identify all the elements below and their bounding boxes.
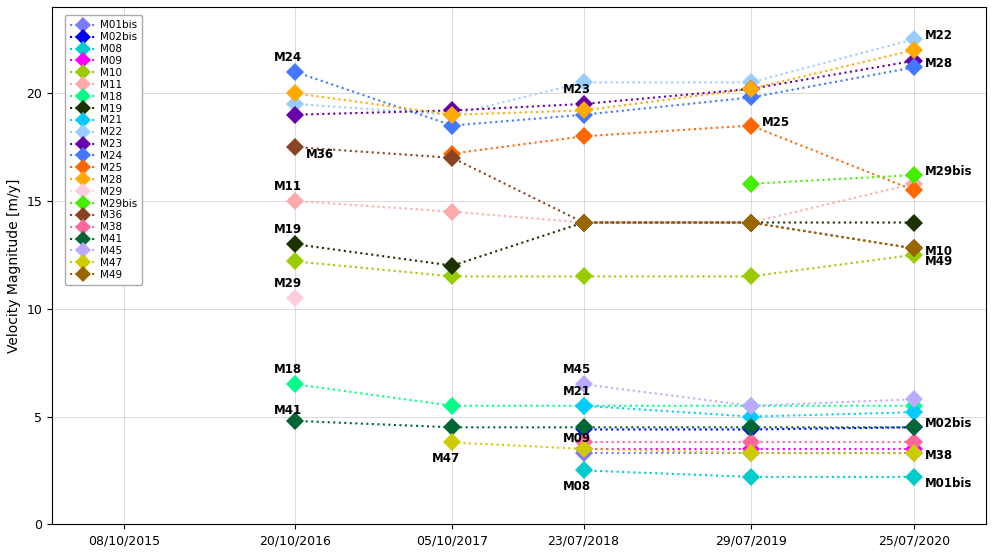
Text: M45: M45 (563, 363, 591, 376)
Text: M29: M29 (274, 277, 302, 290)
Text: M25: M25 (762, 116, 790, 129)
Text: M28: M28 (925, 57, 953, 70)
Text: M41: M41 (274, 404, 302, 417)
Text: M24: M24 (274, 50, 302, 64)
Text: M02bis: M02bis (925, 417, 972, 430)
Text: M18: M18 (274, 363, 302, 376)
Text: M21: M21 (563, 384, 591, 398)
Text: M01bis: M01bis (925, 476, 972, 490)
Text: M08: M08 (563, 480, 591, 493)
Text: M09: M09 (563, 432, 591, 445)
Legend: M01bis, M02bis, M08, M09, M10, M11, M18, M19, M21, M22, M23, M24, M25, M28, M29,: M01bis, M02bis, M08, M09, M10, M11, M18,… (65, 16, 142, 285)
Text: M11: M11 (274, 180, 302, 193)
Text: M23: M23 (563, 83, 591, 96)
Text: M49: M49 (925, 255, 953, 268)
Text: M19: M19 (274, 223, 302, 236)
Y-axis label: Velocity Magnitude [m/y]: Velocity Magnitude [m/y] (7, 178, 21, 353)
Text: M38: M38 (925, 449, 953, 462)
Text: M10: M10 (925, 245, 953, 258)
Text: M22: M22 (925, 29, 953, 42)
Text: M47: M47 (432, 452, 460, 465)
Text: M29bis: M29bis (925, 165, 972, 178)
Text: M36: M36 (306, 148, 334, 161)
